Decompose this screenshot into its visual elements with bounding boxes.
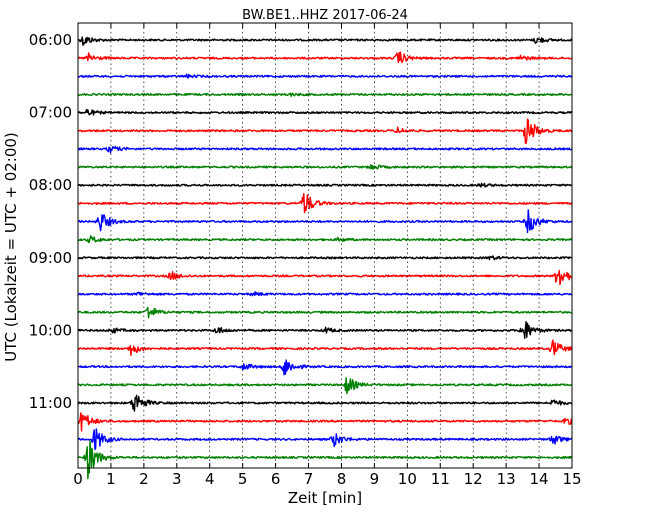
trace-line-0830	[77, 209, 573, 234]
x-tick-label: 5	[238, 470, 248, 488]
trace-line-1015	[77, 339, 573, 357]
trace-line-0715	[77, 118, 573, 144]
labels-layer: 0 1 2 3 4 5 6 7 8 9 10 11 12 13 14 1506:0007:0008:0009:…	[29, 31, 582, 488]
trace-line-0630	[77, 73, 573, 79]
trace-line-1130	[77, 428, 573, 451]
x-tick-label: 9	[370, 470, 380, 488]
x-tick-label: 15	[562, 470, 581, 488]
y-tick-label: 06:00	[29, 31, 72, 49]
trace-line-1145	[77, 440, 573, 480]
trace-line-0645	[77, 92, 573, 98]
trace-line-0815	[77, 192, 573, 214]
x-tick-label: 6	[271, 470, 281, 488]
x-axis-label: Zeit [min]	[288, 489, 362, 507]
trace-line-0915	[77, 269, 573, 286]
x-tick-label: 4	[205, 470, 215, 488]
trace-line-0945	[77, 306, 573, 319]
x-tick-label: 2	[139, 470, 149, 488]
y-tick-label: 09:00	[29, 249, 72, 267]
y-axis-label: UTC (Lokalzeit = UTC + 02:00)	[2, 132, 20, 362]
grid-layer	[78, 23, 572, 468]
y-tick-label: 07:00	[29, 104, 72, 122]
x-tick-label: 14	[530, 470, 549, 488]
x-tick-label: 8	[337, 470, 347, 488]
x-tick-label: 0	[73, 470, 83, 488]
trace-line-1000	[77, 321, 573, 339]
chart-title: BW.BE1..HHZ 2017-06-24	[242, 8, 408, 23]
trace-line-0930	[77, 291, 573, 297]
trace-line-1030	[77, 359, 573, 376]
trace-line-0845	[77, 235, 573, 244]
trace-line-1100	[77, 394, 573, 412]
x-tick-label: 3	[172, 470, 182, 488]
x-tick-label: 12	[464, 470, 483, 488]
trace-line-1045	[77, 377, 573, 395]
x-tick-label: 13	[497, 470, 516, 488]
y-tick-label: 08:00	[29, 176, 72, 194]
y-tick-label: 11:00	[29, 394, 72, 412]
trace-line-0745	[77, 164, 573, 170]
y-tick-label: 10:00	[29, 321, 72, 339]
trace-line-0730	[77, 145, 573, 154]
x-tick-label: 7	[304, 470, 314, 488]
plot-frame	[77, 22, 573, 469]
trace-line-1115	[77, 412, 573, 432]
trace-line-0615	[77, 51, 573, 64]
ticks-layer	[77, 23, 573, 468]
trace-line-0600	[77, 36, 573, 46]
x-tick-label: 1	[106, 470, 116, 488]
x-tick-label: 11	[431, 470, 450, 488]
x-tick-label: 10	[398, 470, 417, 488]
traces-layer	[77, 36, 573, 480]
